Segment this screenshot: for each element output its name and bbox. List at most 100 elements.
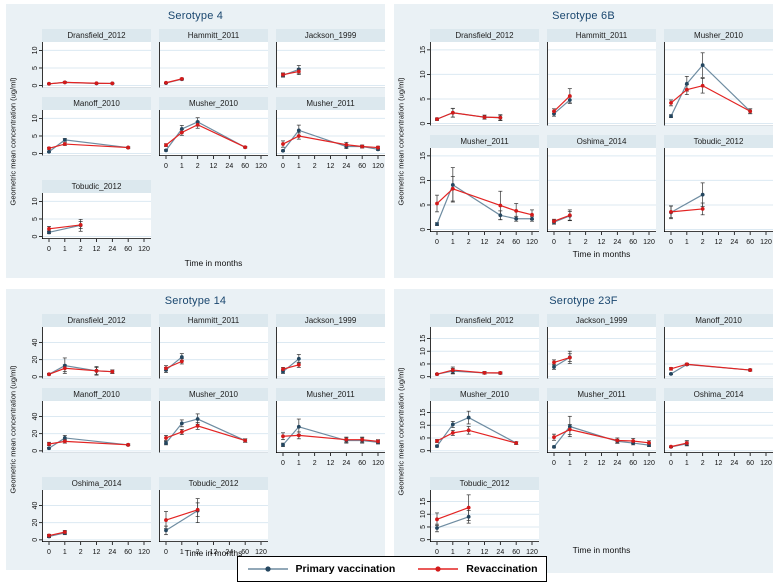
svg-text:2: 2 bbox=[313, 163, 317, 170]
panel-chart bbox=[276, 42, 385, 88]
panel-title: Musher_2011 bbox=[547, 388, 656, 401]
svg-text:0: 0 bbox=[47, 246, 51, 253]
panel-oshima_2014: Oshima_2014 0 20 40 0 1 2 12 24 60 120 bbox=[32, 477, 151, 557]
panel-dransfield_2012: Dransfield_2012 0 5 10 bbox=[32, 29, 151, 88]
svg-text:120: 120 bbox=[138, 246, 150, 253]
y-axis-label: Geometric mean concentration (ug/ml) bbox=[8, 77, 18, 205]
svg-text:0: 0 bbox=[420, 121, 427, 125]
panel-chart bbox=[276, 327, 385, 379]
panel-chart: 0 5 10 15 bbox=[420, 42, 539, 126]
panel-grid: Dransfield_2012 0 5 10 Hammitt_2011 Jackson_1… bbox=[32, 29, 385, 254]
panel-title: Musher_2010 bbox=[159, 97, 268, 110]
panel-hammitt_2011: Hammitt_2011 bbox=[159, 314, 268, 379]
panel-title: Dransfield_2012 bbox=[42, 314, 151, 327]
svg-text:1: 1 bbox=[63, 549, 67, 556]
svg-text:1: 1 bbox=[297, 163, 301, 170]
svg-text:24: 24 bbox=[730, 239, 738, 246]
panel-tobudic_2012: Tobudic_2012 0 1 2 12 24 60 120 bbox=[664, 135, 773, 247]
svg-text:20: 20 bbox=[32, 430, 39, 438]
panel-title: Hammitt_2011 bbox=[547, 29, 656, 42]
panel-chart: 0 20 40 bbox=[32, 401, 151, 453]
svg-text:24: 24 bbox=[342, 163, 350, 170]
panel-musher_2010: Musher_2010 bbox=[159, 388, 268, 453]
svg-text:10: 10 bbox=[32, 114, 39, 122]
svg-text:24: 24 bbox=[613, 460, 621, 467]
svg-text:120: 120 bbox=[643, 239, 655, 246]
panel-hammitt_2011: Hammitt_2011 bbox=[547, 29, 656, 126]
panel-chart bbox=[159, 327, 268, 379]
panel-musher_2011: Musher_2011 0 1 2 12 24 60 120 bbox=[276, 97, 385, 171]
svg-text:0: 0 bbox=[32, 151, 39, 155]
panel-title: Oshima_2014 bbox=[42, 477, 151, 490]
svg-text:15: 15 bbox=[420, 408, 427, 416]
svg-text:5: 5 bbox=[420, 97, 427, 101]
primary-line-sample-icon bbox=[247, 566, 288, 572]
svg-text:60: 60 bbox=[124, 549, 132, 556]
svg-text:0: 0 bbox=[32, 449, 39, 453]
svg-text:60: 60 bbox=[746, 239, 754, 246]
panel-tobudic_2012: Tobudic_2012 0 5 10 15 0 1 2 12 24 60 120 bbox=[420, 477, 539, 557]
panel-title: Oshima_2014 bbox=[664, 388, 773, 401]
panel-oshima_2014: Oshima_2014 0 1 2 12 24 60 120 bbox=[664, 388, 773, 468]
svg-text:0: 0 bbox=[552, 239, 556, 246]
panel-musher_2011: Musher_2011 0 1 2 12 24 60 120 bbox=[547, 388, 656, 468]
svg-text:1: 1 bbox=[297, 460, 301, 467]
svg-text:60: 60 bbox=[629, 239, 637, 246]
svg-text:1: 1 bbox=[180, 163, 184, 170]
svg-text:1: 1 bbox=[63, 246, 67, 253]
svg-text:120: 120 bbox=[526, 549, 538, 556]
svg-text:120: 120 bbox=[255, 163, 267, 170]
svg-text:10: 10 bbox=[420, 421, 427, 429]
revaccination-line-sample-icon bbox=[418, 566, 459, 572]
panel-jackson_1999: Jackson_1999 bbox=[276, 29, 385, 88]
svg-text:40: 40 bbox=[32, 338, 39, 346]
figure-serotype-4: Serotype 4 Geometric mean concentration … bbox=[6, 4, 385, 278]
svg-text:24: 24 bbox=[730, 460, 738, 467]
svg-text:60: 60 bbox=[358, 460, 366, 467]
svg-text:15: 15 bbox=[420, 152, 427, 160]
svg-text:15: 15 bbox=[420, 497, 427, 505]
panel-chart bbox=[547, 42, 656, 126]
panel-chart: 0 1 2 12 24 60 120 bbox=[664, 401, 773, 467]
legend-label: Revaccination bbox=[466, 563, 538, 575]
svg-text:5: 5 bbox=[420, 436, 427, 440]
panel-chart: 0 1 2 12 24 60 120 bbox=[276, 401, 385, 467]
svg-text:0: 0 bbox=[420, 375, 427, 379]
svg-text:2: 2 bbox=[701, 239, 705, 246]
svg-text:24: 24 bbox=[108, 549, 116, 556]
svg-text:10: 10 bbox=[32, 197, 39, 205]
svg-text:12: 12 bbox=[715, 239, 723, 246]
panel-musher_2010: Musher_2010 0 5 10 15 bbox=[420, 388, 539, 453]
svg-text:0: 0 bbox=[281, 163, 285, 170]
svg-text:40: 40 bbox=[32, 412, 39, 420]
panel-chart: 0 20 40 bbox=[32, 327, 151, 379]
svg-text:10: 10 bbox=[420, 347, 427, 355]
panel-chart: 0 1 2 12 24 60 120 bbox=[547, 401, 656, 467]
svg-text:5: 5 bbox=[32, 66, 39, 70]
svg-text:10: 10 bbox=[420, 510, 427, 518]
panel-chart: 0 5 10 bbox=[32, 110, 151, 156]
svg-text:0: 0 bbox=[669, 239, 673, 246]
figure-title: Serotype 14 bbox=[164, 295, 227, 307]
svg-text:15: 15 bbox=[420, 334, 427, 342]
svg-text:12: 12 bbox=[481, 549, 489, 556]
panel-chart: 0 1 2 12 24 60 120 bbox=[664, 148, 773, 246]
svg-text:2: 2 bbox=[79, 246, 83, 253]
y-axis-label: Geometric mean concentration (ug/ml) bbox=[8, 365, 18, 494]
svg-text:2: 2 bbox=[467, 239, 471, 246]
panel-chart bbox=[547, 327, 656, 379]
svg-text:20: 20 bbox=[32, 519, 39, 527]
svg-text:60: 60 bbox=[124, 246, 132, 253]
svg-text:60: 60 bbox=[358, 163, 366, 170]
panel-title: Musher_2010 bbox=[159, 388, 268, 401]
svg-text:0: 0 bbox=[47, 549, 51, 556]
legend-item-revaccination: Revaccination bbox=[417, 563, 538, 575]
panel-manoff_2010: Manoff_2010 0 20 40 bbox=[32, 388, 151, 453]
svg-text:40: 40 bbox=[32, 501, 39, 509]
svg-text:60: 60 bbox=[512, 549, 520, 556]
svg-text:24: 24 bbox=[613, 239, 621, 246]
